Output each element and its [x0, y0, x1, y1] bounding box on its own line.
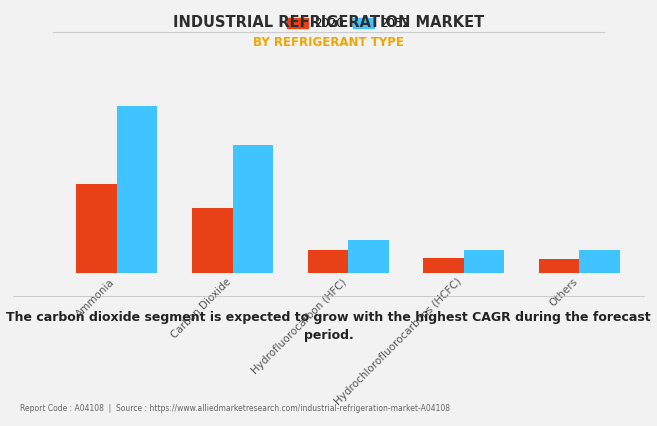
Bar — [307, 250, 348, 273]
Bar — [348, 240, 389, 273]
Bar — [464, 250, 505, 273]
Text: INDUSTRIAL REFRIGERATION MARKET: INDUSTRIAL REFRIGERATION MARKET — [173, 15, 484, 30]
Bar — [76, 184, 117, 273]
Bar — [423, 258, 464, 273]
Bar — [579, 250, 620, 273]
Bar — [192, 208, 233, 273]
Text: The carbon dioxide segment is expected to grow with the highest CAGR during the : The carbon dioxide segment is expected t… — [6, 311, 651, 342]
Text: BY REFRIGERANT TYPE: BY REFRIGERANT TYPE — [253, 36, 404, 49]
Legend: 2020, 2032: 2020, 2032 — [282, 12, 415, 35]
Bar — [233, 145, 273, 273]
Bar — [117, 106, 158, 273]
Text: Report Code : A04108  |  Source : https://www.alliedmarketresearch.com/industria: Report Code : A04108 | Source : https://… — [20, 404, 449, 413]
Bar — [539, 259, 579, 273]
